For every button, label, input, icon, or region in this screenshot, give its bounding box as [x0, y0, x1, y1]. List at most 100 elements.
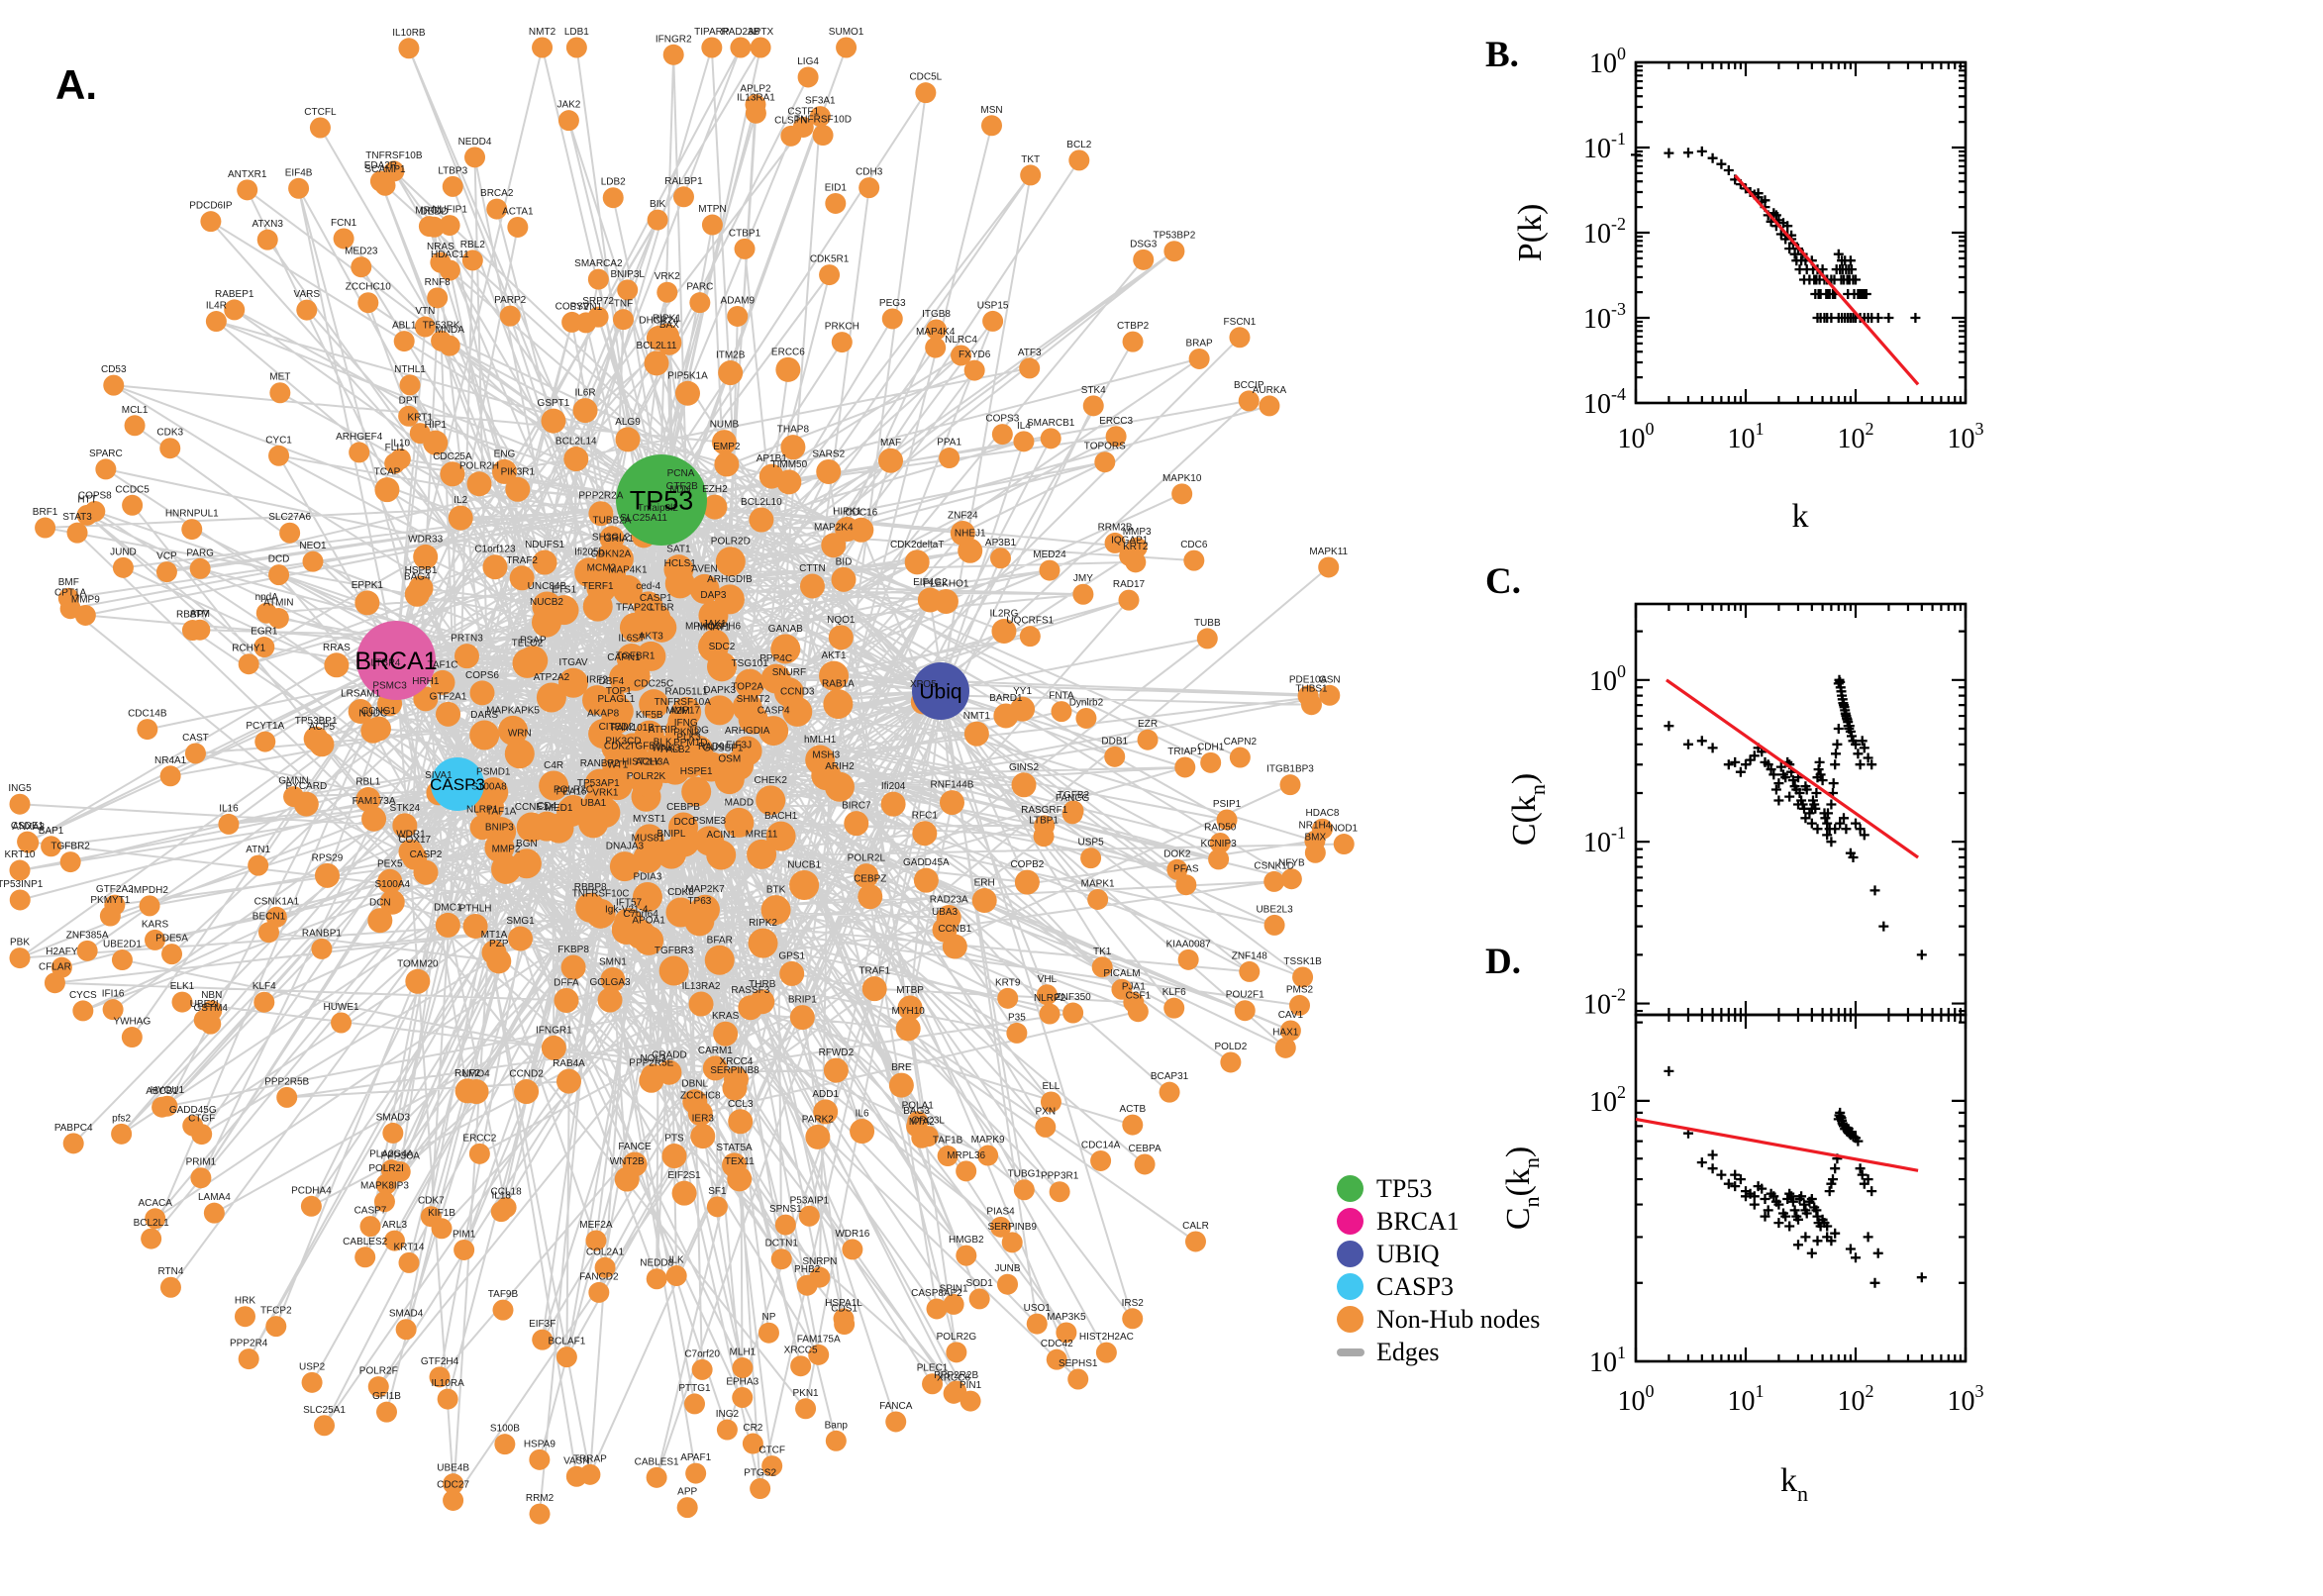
svg-text:PJA1: PJA1: [1122, 981, 1146, 992]
svg-text:WNK3: WNK3: [652, 743, 680, 753]
svg-text:HDAC11: HDAC11: [431, 249, 469, 260]
legend-item-edges: Edges: [1337, 1336, 1540, 1368]
svg-text:PSMD1: PSMD1: [476, 767, 511, 778]
svg-text:WDR33: WDR33: [408, 534, 443, 545]
svg-text:ARL3: ARL3: [382, 1220, 407, 1231]
svg-text:KRT2: KRT2: [1123, 542, 1149, 552]
svg-text:CDK7: CDK7: [418, 1196, 445, 1207]
svg-text:IL2: IL2: [454, 495, 467, 506]
svg-text:KIF1B: KIF1B: [428, 1208, 455, 1219]
svg-text:MTA2: MTA2: [909, 1117, 935, 1128]
svg-text:PARP2: PARP2: [494, 295, 526, 306]
svg-text:CEBPZ: CEBPZ: [854, 874, 886, 885]
svg-text:PPM1D: PPM1D: [673, 738, 707, 748]
plot-panel-c: 100 10-1 10-2 C(kn): [1506, 602, 1968, 1021]
network-legend: TP53 BRCA1 UBIQ CASP3 Non-Hub nodes Edge…: [1337, 1172, 1540, 1368]
svg-text:Banp: Banp: [825, 1420, 849, 1431]
svg-text:SRP72: SRP72: [582, 296, 614, 307]
svg-text:KARS: KARS: [142, 919, 169, 930]
svg-text:THAP8: THAP8: [777, 425, 810, 436]
svg-text:HIST2H2AC: HIST2H2AC: [1079, 1332, 1134, 1343]
svg-text:PPA1: PPA1: [937, 438, 961, 449]
svg-text:CSF1: CSF1: [1126, 991, 1152, 1002]
svg-text:10-4: 10-4: [1583, 384, 1626, 420]
svg-text:COPS6: COPS6: [465, 670, 499, 681]
svg-text:SNURF: SNURF: [772, 667, 806, 678]
svg-text:VTN: VTN: [415, 306, 435, 317]
svg-text:TSSK1B: TSSK1B: [1283, 956, 1322, 967]
svg-text:C4R: C4R: [544, 760, 563, 771]
svg-text:CYC1: CYC1: [265, 435, 292, 446]
svg-text:WT1: WT1: [607, 760, 629, 771]
svg-text:PYCARD: PYCARD: [286, 781, 328, 792]
svg-text:FCN1: FCN1: [331, 218, 357, 229]
svg-text:HRH1: HRH1: [412, 676, 440, 687]
svg-text:MYST1: MYST1: [633, 814, 666, 825]
svg-text:TERF1: TERF1: [582, 581, 614, 592]
svg-text:CDK3: CDK3: [156, 428, 183, 439]
svg-text:ILK: ILK: [669, 1255, 684, 1266]
svg-text:NUMB: NUMB: [710, 420, 740, 431]
svg-text:CCDC5: CCDC5: [115, 484, 150, 495]
svg-text:BAG4: BAG4: [404, 571, 431, 582]
svg-text:ABL1: ABL1: [392, 321, 417, 332]
svg-text:CASP1: CASP1: [640, 593, 672, 604]
svg-text:CD4: CD4: [537, 801, 556, 812]
svg-text:ATMIN: ATMIN: [263, 597, 293, 608]
svg-text:CPT1A: CPT1A: [54, 588, 87, 599]
svg-text:HTT: HTT: [77, 494, 96, 505]
svg-text:ERCC6: ERCC6: [771, 347, 805, 357]
svg-text:PZP: PZP: [489, 939, 509, 949]
svg-text:TP53AP1: TP53AP1: [577, 778, 620, 789]
svg-text:HIST2H3A: HIST2H3A: [622, 756, 669, 767]
svg-text:SPNS1: SPNS1: [769, 1204, 802, 1215]
svg-text:RTN4: RTN4: [157, 1266, 183, 1277]
svg-text:CSTF1: CSTF1: [787, 106, 819, 117]
svg-text:CALR: CALR: [1182, 1221, 1209, 1232]
svg-text:BRCA2: BRCA2: [480, 188, 514, 199]
svg-text:MT1A: MT1A: [481, 930, 508, 941]
svg-text:BNIP3L: BNIP3L: [610, 269, 645, 280]
svg-text:CDC42: CDC42: [1041, 1339, 1073, 1349]
svg-text:BMF: BMF: [58, 577, 79, 588]
fit-line-b: [1734, 174, 1920, 386]
svg-text:BMX: BMX: [1305, 832, 1327, 843]
svg-text:MED24: MED24: [1033, 549, 1066, 560]
svg-text:LMO4: LMO4: [462, 1069, 490, 1080]
svg-text:EDA2R: EDA2R: [364, 160, 397, 171]
svg-text:NUDC: NUDC: [358, 708, 387, 719]
svg-text:ACTA1: ACTA1: [502, 206, 534, 217]
svg-text:PTHLH: PTHLH: [459, 903, 492, 914]
svg-text:BRIP1: BRIP1: [788, 995, 817, 1006]
svg-text:USP2: USP2: [299, 1361, 326, 1372]
svg-text:TGFBR3: TGFBR3: [655, 946, 694, 956]
svg-text:BAX: BAX: [659, 320, 679, 331]
svg-text:MLH1: MLH1: [730, 1347, 757, 1358]
svg-text:ATM: ATM: [190, 609, 210, 620]
svg-text:CTCFL: CTCFL: [304, 107, 337, 118]
svg-text:NHEJ1: NHEJ1: [955, 528, 986, 539]
svg-text:SHMT2: SHMT2: [737, 694, 770, 705]
legend-label-ubiq: UBIQ: [1376, 1239, 1440, 1268]
svg-text:SEPHS1: SEPHS1: [1059, 1358, 1098, 1369]
svg-text:RRM2B: RRM2B: [1098, 522, 1133, 533]
svg-text:LRSAM1: LRSAM1: [341, 689, 380, 700]
svg-text:MNDA: MNDA: [435, 325, 464, 336]
svg-text:ATF3: ATF3: [1018, 348, 1042, 358]
svg-text:MCL1: MCL1: [122, 405, 149, 416]
tp53-hub-swatch-icon: [1337, 1175, 1364, 1202]
svg-text:YWHAG: YWHAG: [113, 1017, 151, 1028]
svg-text:TP63: TP63: [687, 896, 711, 907]
svg-text:VRK2: VRK2: [655, 271, 681, 282]
svg-text:RBBP7: RBBP7: [176, 610, 209, 621]
svg-text:NLRP2: NLRP2: [1034, 993, 1066, 1004]
panel-label-b: B.: [1485, 35, 1519, 75]
svg-text:BCL2L11: BCL2L11: [637, 341, 677, 351]
svg-text:SMAD3: SMAD3: [376, 1112, 411, 1123]
svg-text:BCL2L10: BCL2L10: [741, 497, 782, 508]
svg-text:MUS81: MUS81: [632, 833, 665, 844]
svg-text:TGFB1: TGFB1: [629, 742, 661, 752]
svg-text:MRC1: MRC1: [415, 206, 444, 217]
svg-text:AKT3: AKT3: [639, 631, 663, 642]
